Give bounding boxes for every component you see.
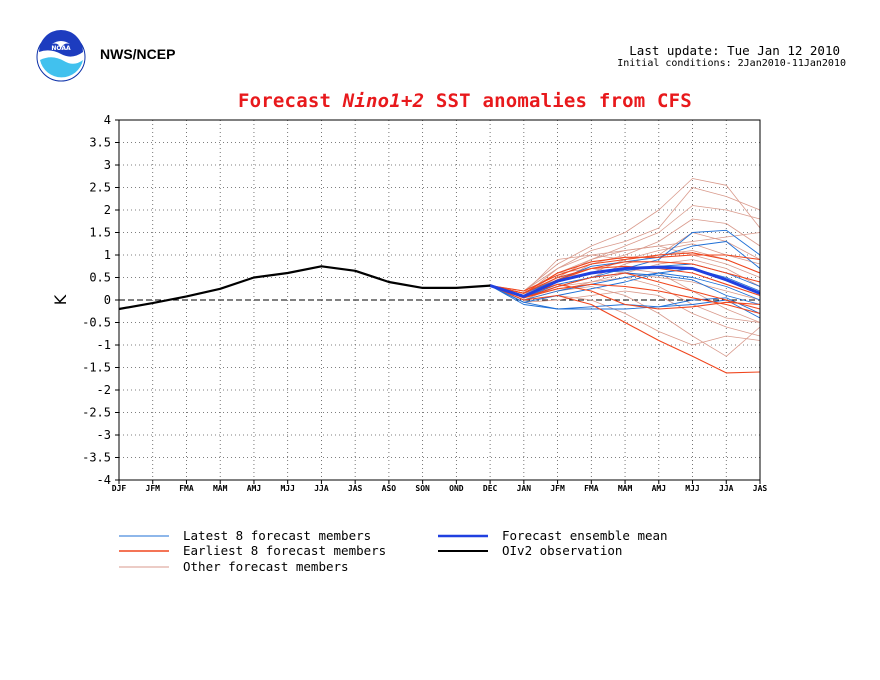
x-tick-label: ASO (382, 484, 397, 493)
y-tick-label: -0.5 (82, 316, 111, 330)
legend-label-mean: Forecast ensemble mean (502, 528, 668, 543)
y-tick-label: 3.5 (89, 136, 111, 150)
x-tick-label: OND (449, 484, 464, 493)
earliest-member-line (489, 272, 761, 310)
earliest-member-line (489, 283, 761, 315)
x-tick-label: JAS (753, 484, 768, 493)
y-tick-label: 1.5 (89, 226, 111, 240)
svg-text:NOAA: NOAA (51, 45, 71, 52)
x-tick-label: AMJ (247, 484, 261, 493)
x-tick-label: MAM (618, 484, 633, 493)
x-tick-label: FMA (584, 484, 599, 493)
legend-label-observation: OIv2 observation (502, 543, 622, 558)
y-tick-label: -4 (97, 473, 111, 487)
y-tick-label: 2.5 (89, 181, 111, 195)
latest-member-line (489, 272, 761, 301)
x-tick-label: MJJ (685, 484, 699, 493)
x-tick-label: JAN (517, 484, 532, 493)
initial-conditions-text: Initial conditions: 2Jan2010-11Jan2010 (617, 58, 846, 69)
y-tick-label: 0.5 (89, 271, 111, 285)
x-tick-label: JJA (314, 484, 329, 493)
title-suffix: SST anomalies from CFS (424, 90, 692, 112)
y-tick-label: 2 (104, 203, 111, 217)
y-tick-label: 1 (104, 248, 111, 262)
x-tick-label: JAS (348, 484, 363, 493)
ensemble-mean-line (489, 265, 761, 298)
title-prefix: Forecast (238, 90, 343, 112)
legend-label-latest: Latest 8 forecast members (183, 528, 371, 543)
other-member-line (489, 285, 761, 337)
chart-title: Forecast Nino1+2 SST anomalies from CFS (238, 90, 692, 112)
earliest-member-line (490, 252, 761, 292)
y-tick-label: 3 (104, 158, 111, 172)
y-axis-ticks: 4 3.5 3 2.5 2 1.5 1 0.5 0 -0.5 -1 -1.5 -2 -2.5 -3 -3.5 -… (82, 113, 119, 487)
earliest-member-line (489, 265, 761, 297)
earliest-member-line (489, 285, 761, 374)
latest-member-line (489, 285, 761, 314)
observation-line (118, 265, 491, 311)
plot-frame (118, 119, 761, 481)
x-tick-label: AMJ (652, 484, 666, 493)
x-tick-label: MJJ (280, 484, 294, 493)
other-member-line (490, 245, 761, 292)
y-tick-label: -1 (97, 338, 111, 352)
x-axis-ticks: DJF JFM FMA MAM AMJ MJJ JJA JAS ASO SON OND DEC JAN J… (112, 480, 768, 493)
y-tick-label: -3.5 (82, 451, 111, 465)
x-tick-label: DEC (483, 484, 498, 493)
x-tick-label: JJA (719, 484, 734, 493)
other-member-line (490, 178, 761, 292)
y-tick-label: -3 (97, 428, 111, 442)
legend-label-earliest: Earliest 8 forecast members (183, 543, 386, 558)
grid-lines (119, 120, 760, 480)
other-member-line (489, 250, 761, 301)
y-tick-label: -2.5 (82, 406, 111, 420)
x-tick-label: JFM (550, 484, 565, 493)
last-update-text: Last update: Tue Jan 12 2010 (629, 43, 840, 58)
series-lines (118, 178, 761, 374)
y-tick-label: 4 (104, 113, 111, 127)
other-member-line (489, 187, 761, 296)
x-tick-label: FMA (179, 484, 194, 493)
agency-label: NWS/NCEP (100, 46, 176, 62)
y-tick-label: -2 (97, 383, 111, 397)
y-tick-label: 0 (104, 293, 111, 307)
x-tick-label: MAM (213, 484, 228, 493)
y-tick-label: -1.5 (82, 361, 111, 375)
title-region: Nino1+2 (342, 90, 425, 112)
x-tick-label: DJF (112, 484, 127, 493)
noaa-logo: NOAA (34, 30, 88, 88)
y-axis-label: K (51, 294, 70, 305)
x-tick-label: JFM (146, 484, 161, 493)
earliest-member-line (489, 254, 761, 294)
x-tick-label: SON (415, 484, 430, 493)
legend-label-other: Other forecast members (183, 559, 349, 574)
